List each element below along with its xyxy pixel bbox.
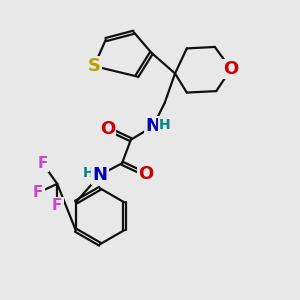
- Text: N: N: [146, 117, 160, 135]
- Text: F: F: [37, 156, 48, 171]
- Text: S: S: [88, 57, 100, 75]
- Text: O: O: [100, 120, 115, 138]
- Text: H: H: [158, 118, 170, 132]
- Text: N: N: [92, 166, 107, 184]
- Text: O: O: [223, 60, 238, 78]
- Text: H: H: [83, 166, 94, 180]
- Text: F: F: [33, 185, 43, 200]
- Text: F: F: [52, 198, 62, 213]
- Text: O: O: [138, 165, 153, 183]
